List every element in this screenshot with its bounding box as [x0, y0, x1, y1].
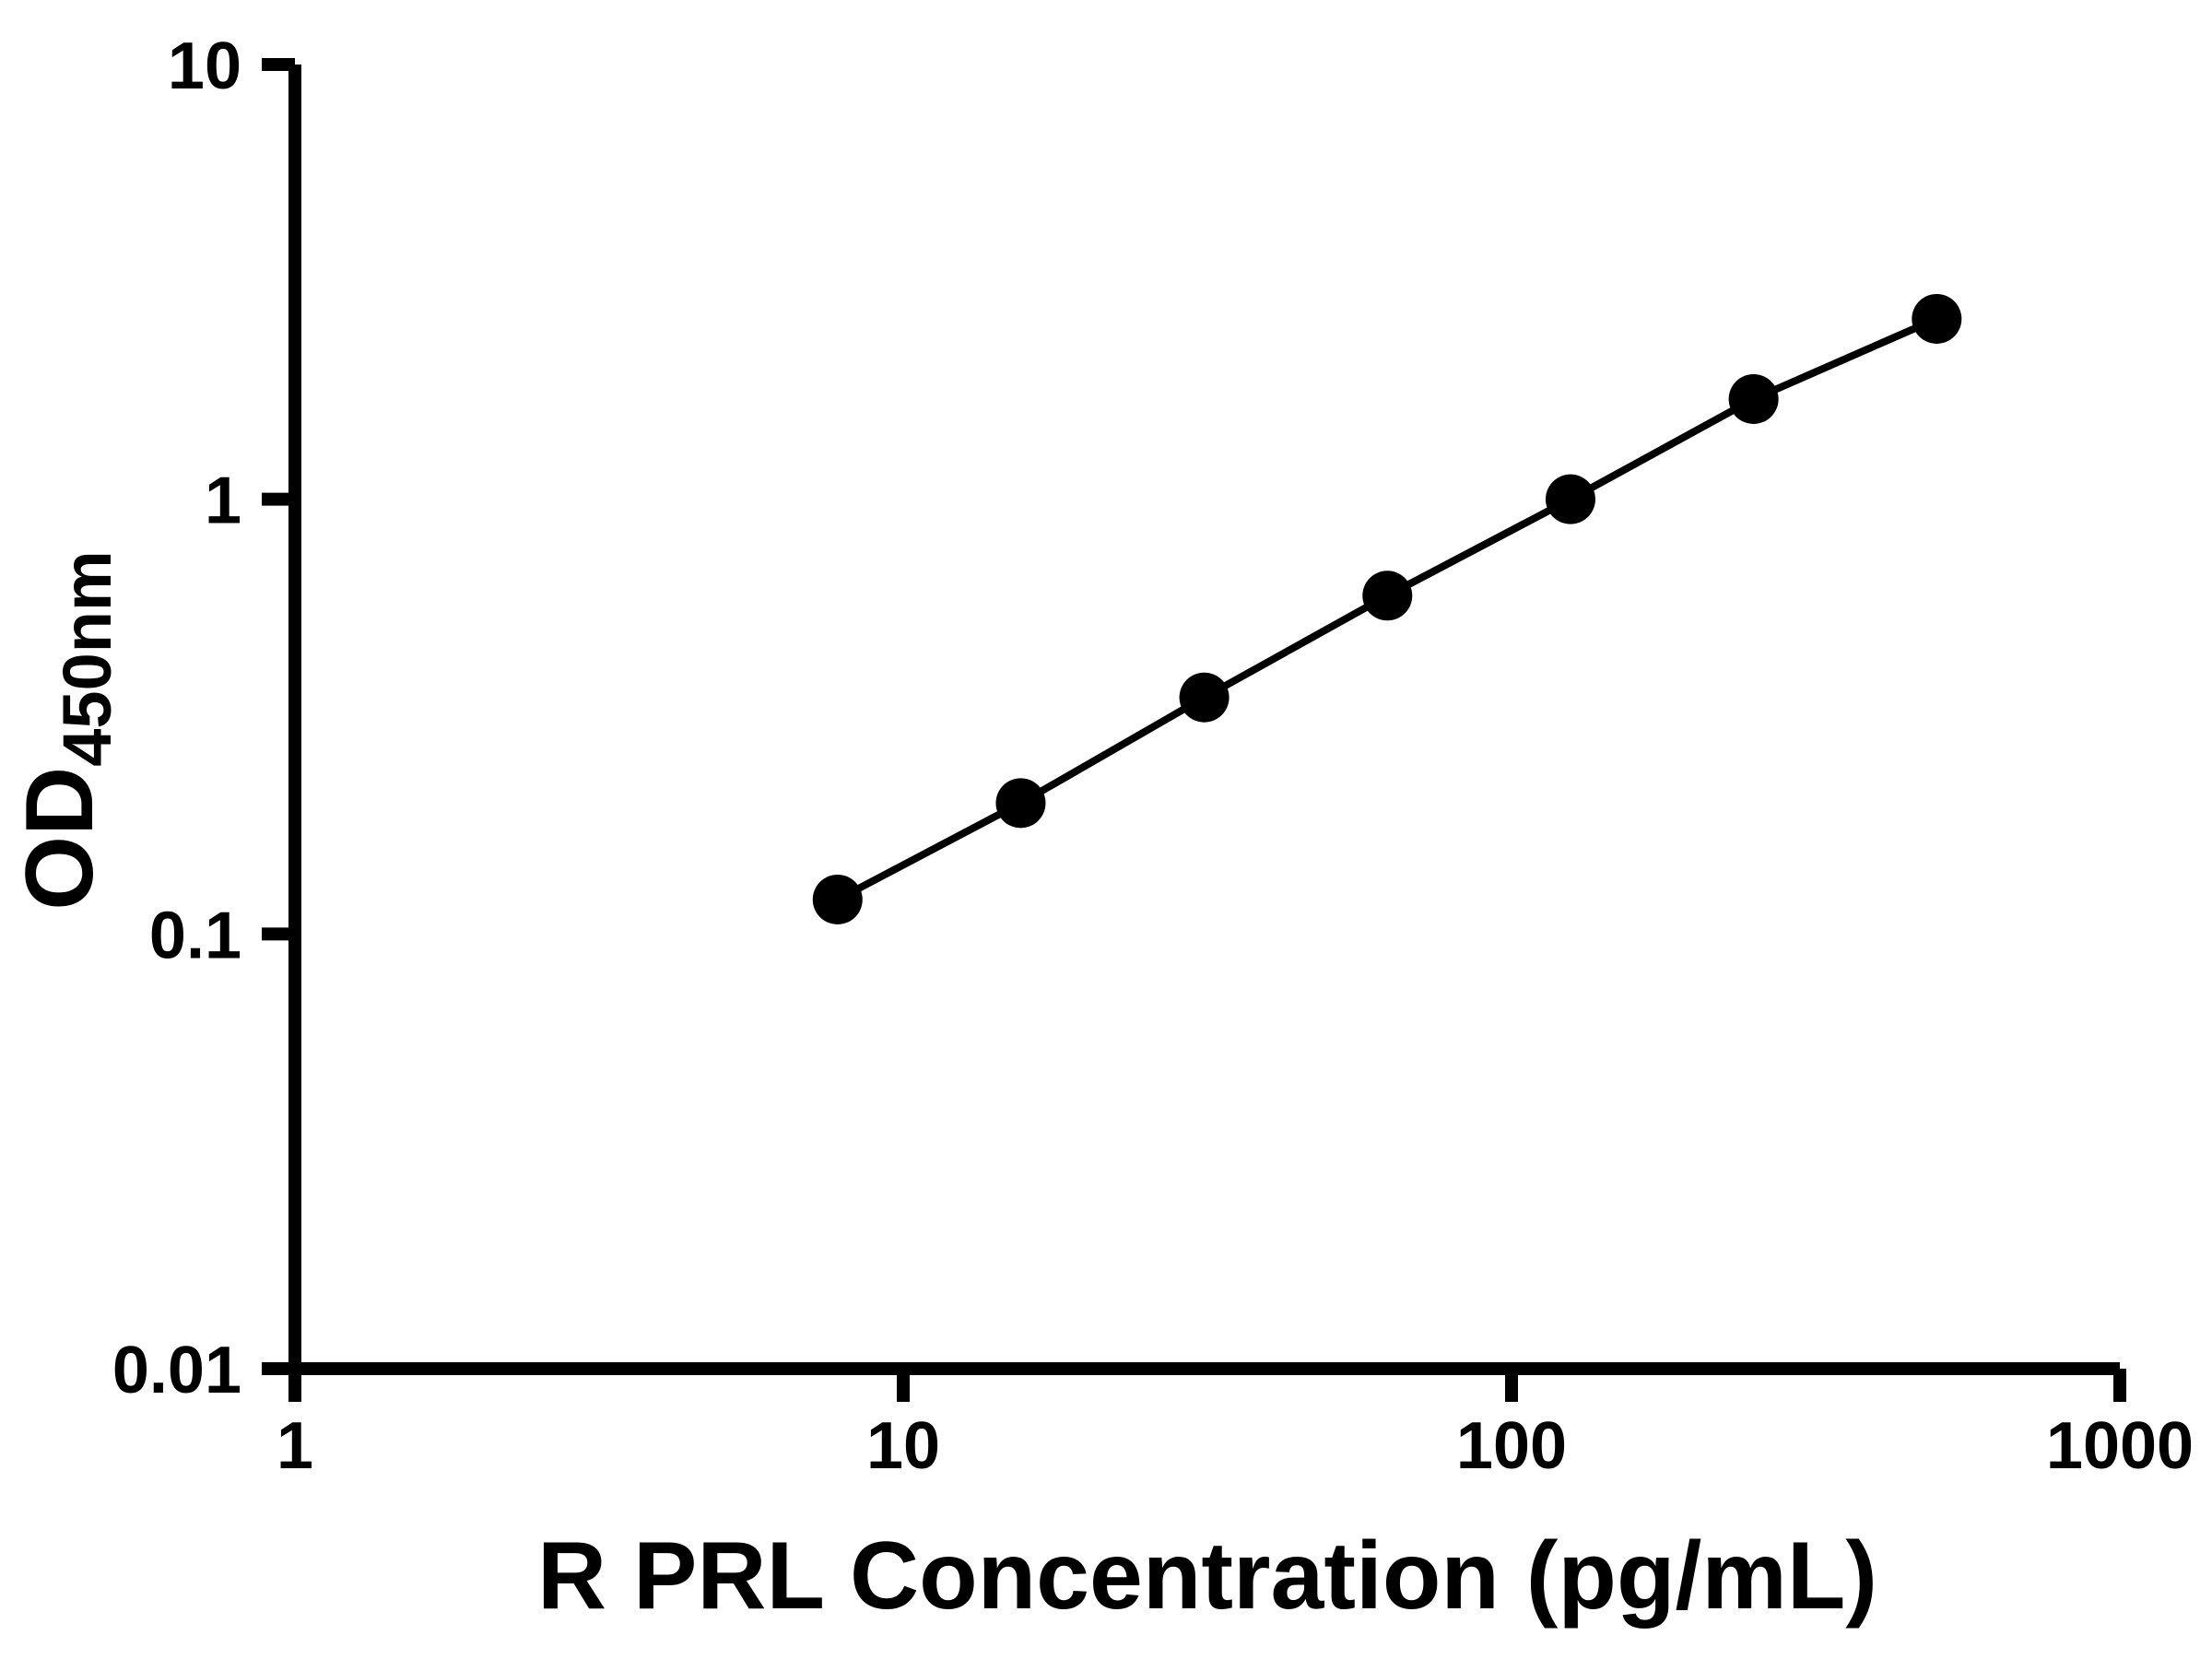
data-point-marker — [1179, 672, 1230, 723]
data-point-marker — [812, 874, 863, 924]
y-tick-label: 0.1 — [149, 899, 241, 972]
x-tick-label: 100 — [1456, 1409, 1567, 1483]
data-point-marker — [1362, 571, 1413, 621]
x-tick-label: 1000 — [2046, 1409, 2194, 1483]
y-axis-title: OD450nm — [6, 550, 125, 910]
x-axis-title: R PRL Concentration (pg/mL) — [537, 1523, 1877, 1630]
data-point-marker — [995, 778, 1046, 829]
y-tick-label: 0.01 — [112, 1334, 241, 1407]
x-tick-label: 10 — [866, 1409, 940, 1483]
y-tick-label: 10 — [168, 29, 241, 103]
data-point-marker — [1728, 373, 1779, 424]
data-point-marker — [1545, 474, 1595, 524]
x-tick-label: 1 — [276, 1409, 313, 1483]
data-point-marker — [1912, 293, 1962, 344]
y-tick-label: 1 — [205, 465, 241, 538]
